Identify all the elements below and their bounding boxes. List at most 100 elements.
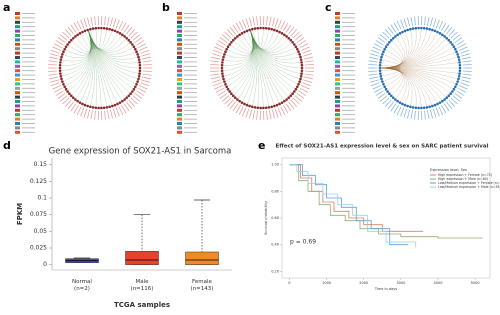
node-label <box>53 43 63 49</box>
node <box>291 92 294 96</box>
node <box>414 26 418 30</box>
node-label <box>283 22 289 31</box>
node <box>291 40 294 44</box>
node <box>428 105 431 109</box>
node <box>289 94 293 98</box>
node-label <box>110 109 113 119</box>
node <box>294 45 298 49</box>
node <box>300 69 304 73</box>
y-tick-label: 0.40 <box>271 243 279 247</box>
node-label <box>256 110 258 120</box>
y-tick-label: 0.075 <box>30 211 47 218</box>
node-label <box>269 110 272 120</box>
node-label <box>407 109 410 119</box>
node <box>222 55 225 59</box>
node <box>111 28 114 32</box>
node-label <box>235 105 241 114</box>
node <box>287 96 291 100</box>
chart-title: Effect of SOX21-AS1 expression level & s… <box>276 144 489 150</box>
node-label <box>382 97 390 105</box>
network-edge <box>233 29 254 52</box>
node <box>74 35 77 38</box>
node-label <box>377 92 386 99</box>
node <box>411 106 415 109</box>
node <box>458 61 461 64</box>
node <box>293 90 296 93</box>
node <box>131 43 134 46</box>
survival-curve <box>289 164 424 232</box>
legend-swatch <box>335 113 340 117</box>
node-label <box>242 19 247 29</box>
node-label <box>304 73 314 76</box>
panel-label: c <box>325 1 332 14</box>
node <box>433 103 437 107</box>
node-label <box>235 22 241 31</box>
node-label <box>134 37 143 44</box>
legend-swatch <box>177 122 182 125</box>
node <box>91 27 95 30</box>
chart-title: Gene expression of SOX21-AS1 in Sarcoma <box>49 147 232 157</box>
node-label <box>372 85 381 90</box>
node-label <box>226 29 234 37</box>
node <box>121 99 124 103</box>
node <box>379 75 383 78</box>
node-label <box>303 53 313 57</box>
node <box>297 50 300 54</box>
node-label <box>448 29 456 37</box>
node-label <box>210 73 220 76</box>
network-edge <box>71 29 92 52</box>
node <box>113 29 117 33</box>
node <box>431 104 434 108</box>
x-tick-label-line: Female <box>192 279 213 285</box>
node <box>438 32 442 35</box>
node-label <box>212 49 222 54</box>
node <box>296 85 299 89</box>
node <box>134 85 137 89</box>
node <box>134 47 137 51</box>
y-tick-label: 0.60 <box>271 216 279 220</box>
node <box>262 106 265 110</box>
node-label <box>288 101 295 110</box>
node-label <box>368 73 378 76</box>
node-label <box>128 99 136 107</box>
node <box>228 43 231 46</box>
node <box>233 96 237 100</box>
node-label <box>462 70 472 73</box>
x-tick-label: 5000 <box>471 281 480 285</box>
node <box>118 101 122 104</box>
legend-swatch <box>15 56 20 59</box>
node-label <box>126 101 133 110</box>
node-label <box>292 97 300 105</box>
node-label <box>67 101 74 110</box>
node-label <box>427 110 430 120</box>
node <box>222 77 225 81</box>
node-label <box>211 56 221 60</box>
node-label <box>446 101 453 110</box>
node <box>384 45 388 49</box>
legend-swatch <box>177 29 182 33</box>
node <box>285 98 288 101</box>
node-label <box>274 108 279 118</box>
node <box>382 82 385 86</box>
node <box>105 106 109 109</box>
node <box>380 55 383 59</box>
node <box>62 50 65 54</box>
node <box>298 53 301 56</box>
node-label <box>90 110 93 120</box>
legend-swatch <box>177 104 182 108</box>
network-edge <box>237 29 255 51</box>
node <box>68 92 71 96</box>
node <box>76 33 79 37</box>
node-label <box>211 53 221 57</box>
node-label <box>139 85 148 90</box>
node-label <box>448 99 456 107</box>
node-label <box>229 26 236 35</box>
node-label <box>377 37 386 44</box>
legend-swatch <box>15 91 20 95</box>
node <box>433 29 437 33</box>
node <box>273 28 276 32</box>
legend-swatch <box>177 78 182 81</box>
node-label <box>430 17 433 27</box>
node-label <box>369 56 379 60</box>
node-label <box>126 26 133 35</box>
